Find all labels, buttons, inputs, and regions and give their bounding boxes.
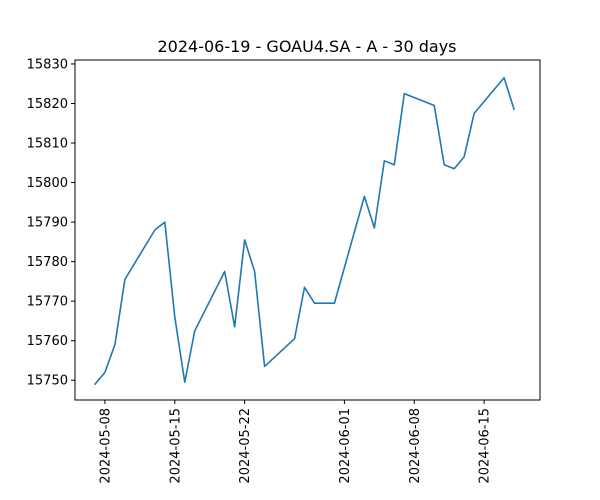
y-tick-label: 15790 [27,216,68,231]
x-tick-label: 2024-05-08 [98,408,113,484]
y-tick-label: 15800 [27,176,68,191]
x-tick-label: 2024-05-22 [238,408,253,484]
x-tick-label: 2024-06-01 [338,408,353,484]
x-tick-label: 2024-05-15 [168,408,183,484]
plot-frame [74,59,541,401]
y-tick-label: 15760 [27,334,68,349]
y-tick-label: 15810 [27,137,68,152]
y-tick-label: 15770 [27,295,68,310]
y-tick-label: 15820 [27,97,68,112]
chart-title: 2024-06-19 - GOAU4.SA - A - 30 days [157,37,456,56]
y-tick-label: 15750 [27,374,68,389]
y-axis: 15750 15760 15770 15780 15790 15800 15810 15820… [27,57,75,389]
x-tick-label: 2024-06-15 [478,408,493,484]
series-group [94,76,515,385]
series-line [94,76,515,385]
y-tick-label: 15830 [27,57,68,72]
y-tick-label: 15780 [27,255,68,270]
x-axis: 2024-05-08 2024-05-15 2024-05-22 2024-06-01… [98,400,493,484]
x-tick-label: 2024-06-08 [408,408,423,484]
